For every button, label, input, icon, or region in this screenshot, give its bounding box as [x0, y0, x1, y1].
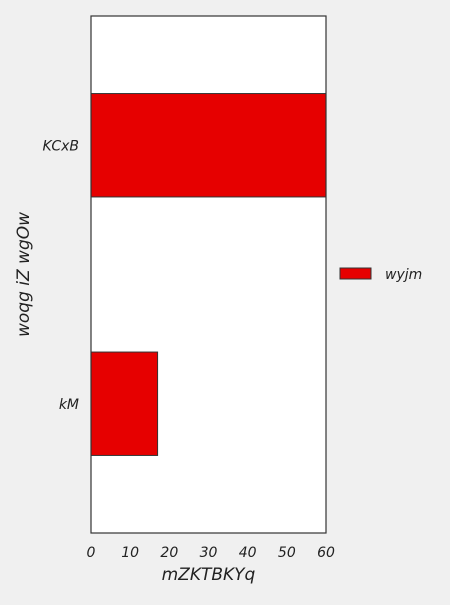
x-axis-label: mZKTBKYq: [162, 565, 256, 585]
legend: wyjm: [339, 267, 422, 283]
y-tick-label: kM: [59, 397, 79, 413]
bar-kM: [90, 351, 159, 456]
y-axis-label: woqg iZ wgOw: [14, 212, 34, 337]
x-tick-label: 10: [121, 545, 139, 561]
plot-frame: [90, 15, 327, 534]
x-tick-labels: 0 10 20 30 40 50 60: [87, 545, 335, 561]
x-tick-label: 40: [239, 545, 257, 561]
x-tick-label: 50: [278, 545, 296, 561]
y-tick-labels: kM KCxB: [43, 138, 79, 413]
legend-label: wyjm: [385, 267, 422, 283]
bars-group: [90, 93, 327, 456]
x-tick-label: 0: [87, 545, 96, 561]
x-tick-label: 60: [317, 545, 335, 561]
x-tick-label: 30: [200, 545, 218, 561]
bar-KCxB: [90, 93, 327, 198]
y-tick-label: KCxB: [43, 138, 79, 154]
legend-swatch: [339, 267, 372, 280]
x-tick-label: 20: [160, 545, 178, 561]
